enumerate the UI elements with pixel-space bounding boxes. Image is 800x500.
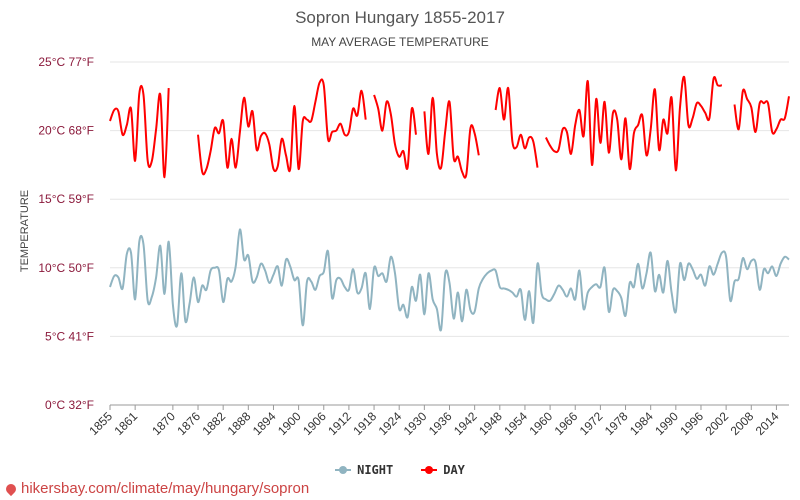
legend: NIGHT DAY	[0, 463, 800, 477]
x-tick-label: 1960	[526, 409, 555, 438]
x-tick-label: 2014	[753, 409, 782, 438]
x-tick-label: 1876	[174, 409, 203, 438]
x-tick-label: 1972	[577, 409, 606, 438]
y-tick-label: 25°C 77°F	[38, 55, 94, 69]
y-tick-label: 10°C 50°F	[38, 261, 94, 275]
x-tick-label: 1978	[602, 409, 631, 438]
x-tick-label: 1936	[426, 409, 455, 438]
legend-day-label: DAY	[443, 463, 465, 477]
x-tick-label: 1894	[250, 409, 279, 438]
legend-night-swatch	[335, 466, 352, 474]
watermark[interactable]: hikersbay.com/climate/may/hungary/sopron	[3, 480, 310, 497]
x-tick-label: 1948	[476, 409, 505, 438]
x-tick-label: 2008	[728, 409, 757, 438]
x-tick-label: 1954	[501, 409, 530, 438]
location-pin-icon	[3, 481, 19, 496]
series-line-day	[494, 87, 539, 168]
x-tick-label: 1888	[225, 409, 254, 438]
series-line-day	[109, 84, 170, 179]
series-line-day	[197, 78, 367, 176]
x-tick-label: 1912	[325, 409, 354, 438]
legend-item-night[interactable]: NIGHT	[335, 463, 393, 477]
x-tick-label: 1906	[300, 409, 329, 438]
y-axis-label: TEMPERATURE	[19, 189, 31, 273]
x-tick-label: 1942	[451, 409, 480, 438]
x-tick-label: 1990	[652, 409, 681, 438]
x-tick-label: 1870	[149, 409, 178, 438]
x-tick-label: 1996	[677, 409, 706, 438]
x-tick-label: 2002	[702, 409, 731, 438]
series-line-day	[423, 96, 480, 179]
x-tick-label: 1966	[552, 409, 581, 438]
x-tick-label: 1930	[401, 409, 430, 438]
watermark-text: hikersbay.com/climate/may/hungary/sopron	[21, 480, 310, 497]
x-tick-label: 1900	[275, 409, 304, 438]
series-line-day	[373, 94, 417, 171]
y-axis-ticks: 0°C 32°F 5°C 41°F 10°C 50°F 15°C 59°F 20°C 6…	[38, 55, 94, 412]
series-line-night	[109, 228, 790, 332]
x-tick-label: 1882	[200, 409, 229, 438]
x-tick-label: 1855	[86, 409, 115, 438]
legend-night-label: NIGHT	[357, 463, 394, 477]
y-tick-label: 15°C 59°F	[38, 192, 94, 206]
series-line-day	[733, 88, 790, 135]
x-tick-label: 1984	[627, 409, 656, 438]
x-tick-label: 1861	[111, 409, 140, 438]
x-tick-label: 1924	[376, 409, 405, 438]
chart-subtitle: MAY AVERAGE TEMPERATURE	[311, 35, 489, 49]
x-tick-label: 1918	[350, 409, 379, 438]
legend-item-day[interactable]: DAY	[421, 463, 465, 477]
y-tick-label: 0°C 32°F	[45, 398, 94, 412]
chart-title: Sopron Hungary 1855-2017	[295, 8, 505, 27]
series-line-day	[545, 75, 723, 172]
y-tick-label: 5°C 41°F	[45, 329, 94, 343]
series-lines	[109, 75, 790, 332]
legend-day-swatch	[421, 466, 438, 474]
y-tick-label: 20°C 68°F	[38, 124, 94, 138]
